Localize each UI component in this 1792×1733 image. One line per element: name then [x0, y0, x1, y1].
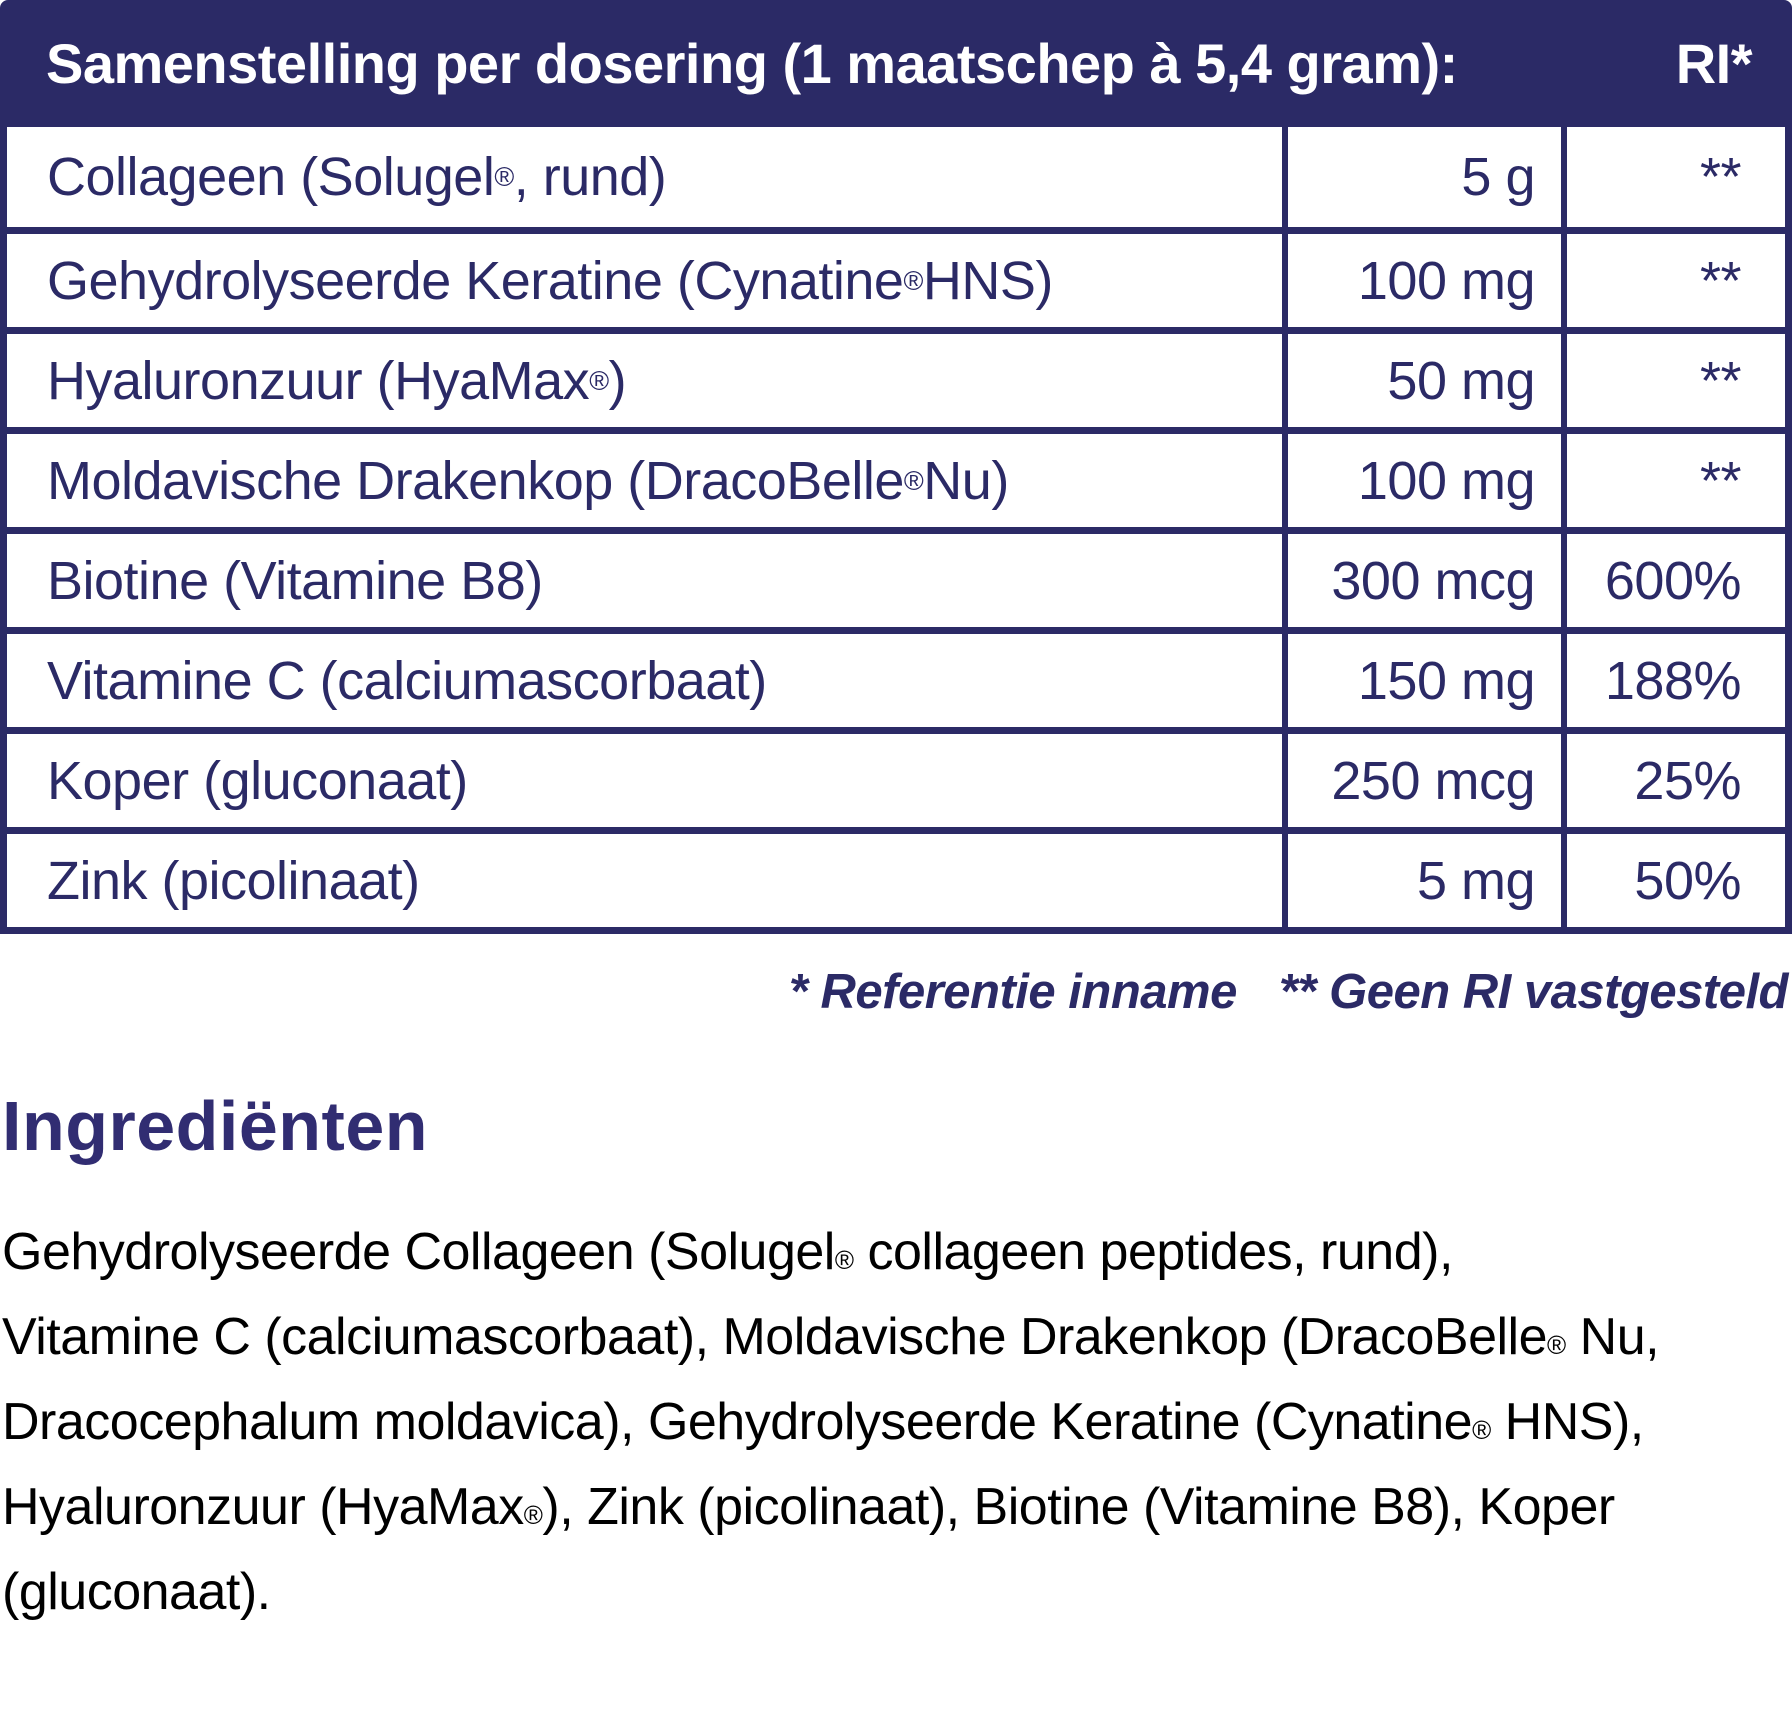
ingredients-line: Dracocephalum moldavica), Gehydrolyseerd… — [2, 1393, 1644, 1451]
ingredient-amount: 5 mg — [1282, 834, 1561, 927]
ingredient-amount: 150 mg — [1282, 634, 1561, 727]
ingredient-name: Moldavische Drakenkop (DracoBelle ® Nu) — [47, 450, 1009, 511]
ingredient-ri-percent: ** — [1561, 234, 1785, 327]
ingredient-ri-percent: 188% — [1561, 634, 1785, 727]
table-row: Biotine (Vitamine B8) 300 mcg 600% — [7, 527, 1785, 627]
ingredient-ri-percent: 25% — [1561, 734, 1785, 827]
ingredient-name: Hyaluronzuur (HyaMax ®) — [47, 350, 627, 411]
ingredient-amount: 300 mcg — [1282, 534, 1561, 627]
table-row: Koper (gluconaat) 250 mcg 25% — [7, 727, 1785, 827]
ingredient-name: Koper (gluconaat) — [47, 750, 468, 811]
footnote-no-ri: ** Geen RI vastgesteld — [1278, 965, 1789, 1019]
table-row: Moldavische Drakenkop (DracoBelle ® Nu) 1… — [7, 427, 1785, 527]
ingredient-ri-percent: 50% — [1561, 834, 1785, 927]
table-header: Samenstelling per dosering (1 maatschep … — [0, 0, 1792, 127]
ingredient-ri-percent: 600% — [1561, 534, 1785, 627]
ingredients-line: (gluconaat). — [2, 1563, 271, 1621]
table-row: Zink (picolinaat) 5 mg 50% — [7, 827, 1785, 927]
ingredient-amount: 5 g — [1282, 127, 1561, 227]
ingredient-amount: 100 mg — [1282, 434, 1561, 527]
ingredient-amount: 250 mcg — [1282, 734, 1561, 827]
ingredients-line: Gehydrolyseerde Collageen (Solugel® coll… — [2, 1223, 1453, 1281]
table-row: Collageen (Solugel ®, rund) 5 g ** — [7, 127, 1785, 227]
table-row: Vitamine C (calciumascorbaat) 150 mg 188… — [7, 627, 1785, 727]
ingredient-name: Biotine (Vitamine B8) — [47, 550, 543, 611]
ingredient-name: Zink (picolinaat) — [47, 850, 420, 911]
ingredient-ri-percent: ** — [1561, 127, 1785, 227]
ingredient-ri-percent: ** — [1561, 334, 1785, 427]
ingredients-line: Vitamine C (calciumascorbaat), Moldavisc… — [2, 1308, 1660, 1366]
table-body: Collageen (Solugel ®, rund) 5 g ** Gehydr… — [0, 127, 1792, 934]
ingredients-line: Hyaluronzuur (HyaMax®), Zink (picolinaat… — [2, 1478, 1615, 1536]
ingredient-ri-percent: ** — [1561, 434, 1785, 527]
ingredient-name: Collageen (Solugel ®, rund) — [47, 147, 667, 207]
table-row: Hyaluronzuur (HyaMax ®) 50 mg ** — [7, 327, 1785, 427]
ri-column-header: RI* — [1675, 32, 1753, 95]
ingredient-name: Gehydrolyseerde Keratine (Cynatine ® HNS) — [47, 250, 1053, 311]
table-row: Gehydrolyseerde Keratine (Cynatine ® HNS)… — [7, 227, 1785, 327]
footnote: * Referentie inname ** Geen RI vastgeste… — [0, 964, 1792, 1020]
ingredient-amount: 100 mg — [1282, 234, 1561, 327]
composition-table: Samenstelling per dosering (1 maatschep … — [0, 0, 1792, 934]
ingredients-heading: Ingrediënten — [2, 1087, 429, 1165]
ingredients-section: Ingrediënten Gehydrolyseerde Collageen (… — [0, 1086, 1792, 1635]
ingredient-name: Vitamine C (calciumascorbaat) — [47, 650, 767, 711]
footnote-reference-intake: * Referentie inname — [788, 965, 1238, 1019]
ingredient-amount: 50 mg — [1282, 334, 1561, 427]
table-title: Samenstelling per dosering (1 maatschep … — [46, 32, 1458, 95]
ingredients-text: Gehydrolyseerde Collageen (Solugel® coll… — [2, 1210, 1792, 1635]
